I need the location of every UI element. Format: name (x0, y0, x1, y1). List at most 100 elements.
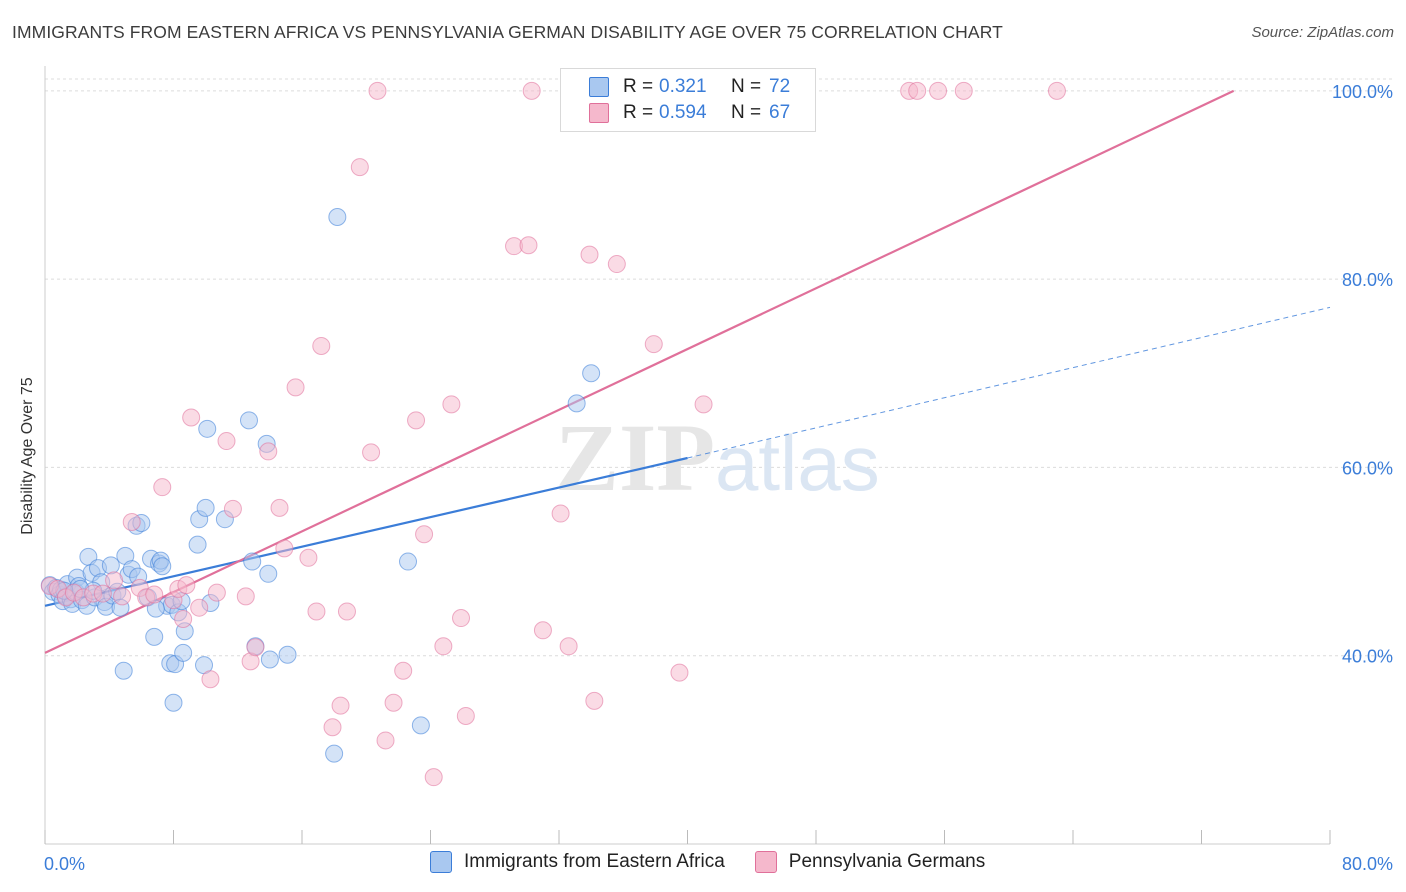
legend-r-value: 0.594 (659, 102, 707, 123)
point-pennsylvania-german (174, 609, 193, 628)
point-pennsylvania-german (929, 81, 948, 100)
series-legend-item-pennsylvania-germans: Pennsylvania Germans (754, 851, 986, 873)
point-pennsylvania-german (122, 513, 141, 532)
point-pennsylvania-german (350, 158, 369, 177)
point-pennsylvania-german (145, 585, 164, 604)
legend-n-label: N = (731, 76, 762, 97)
point-pennsylvania-german (394, 661, 413, 680)
point-eastern-africa (582, 364, 601, 383)
point-pennsylvania-german (182, 408, 201, 427)
point-pennsylvania-german (362, 443, 381, 462)
point-pennsylvania-german (299, 548, 318, 567)
point-pennsylvania-german (312, 336, 331, 355)
y-tick-label: 100.0% (1332, 82, 1393, 102)
point-pennsylvania-german (442, 395, 461, 414)
point-pennsylvania-german (270, 498, 289, 517)
chart-title: IMMIGRANTS FROM EASTERN AFRICA VS PENNSY… (12, 22, 1003, 42)
point-pennsylvania-german (105, 571, 124, 590)
grid-lines (45, 78, 1392, 657)
point-pennsylvania-german (153, 478, 172, 497)
point-pennsylvania-german (368, 81, 387, 100)
point-pennsylvania-german (407, 411, 426, 430)
series-label: Immigrants from Eastern Africa (464, 851, 725, 872)
point-pennsylvania-german (954, 81, 973, 100)
point-eastern-africa (164, 693, 183, 712)
point-pennsylvania-german (670, 663, 689, 682)
point-eastern-africa (145, 627, 164, 646)
point-pennsylvania-german (559, 637, 578, 656)
point-pennsylvania-german (580, 245, 599, 264)
point-pennsylvania-german (551, 504, 570, 523)
y-tick-label: 60.0% (1342, 458, 1393, 478)
point-eastern-africa (325, 744, 344, 763)
y-tick-label: 80.0% (1342, 270, 1393, 290)
point-pennsylvania-german (908, 81, 927, 100)
legend-row-blue: R = 0.321 N = 72 (561, 74, 790, 100)
x-tick-label: 80.0% (1342, 854, 1393, 874)
series-label: Pennsylvania Germans (788, 851, 986, 872)
point-eastern-africa (198, 419, 217, 438)
point-pennsylvania-german (452, 609, 471, 628)
point-eastern-africa (411, 716, 430, 735)
point-pennsylvania-german (236, 587, 255, 606)
point-eastern-africa (188, 535, 207, 554)
point-pennsylvania-german (217, 432, 236, 451)
series-legend-item-eastern-africa: Immigrants from Eastern Africa (430, 851, 725, 873)
point-pennsylvania-german (519, 236, 538, 255)
point-pennsylvania-german (522, 81, 541, 100)
point-eastern-africa (567, 394, 586, 413)
legend-swatch-blue (589, 77, 609, 97)
series-swatch-pink (754, 851, 777, 873)
point-pennsylvania-german (177, 576, 196, 595)
point-eastern-africa (328, 207, 347, 226)
point-pennsylvania-german (201, 670, 220, 689)
y-tick-label: 40.0% (1342, 647, 1393, 667)
point-eastern-africa (153, 557, 172, 576)
point-pennsylvania-german (275, 539, 294, 558)
point-pennsylvania-german (93, 584, 112, 603)
point-eastern-africa (239, 411, 258, 430)
point-pennsylvania-german (1047, 81, 1066, 100)
point-pennsylvania-german (113, 587, 132, 606)
point-eastern-africa (260, 650, 279, 669)
data-points (40, 81, 1066, 787)
point-pennsylvania-german (286, 378, 305, 397)
series-swatch-blue (430, 851, 452, 873)
legend-swatch-pink (589, 103, 609, 123)
chart-source: Source: ZipAtlas.com (1251, 24, 1394, 41)
point-pennsylvania-german (533, 621, 552, 640)
point-pennsylvania-german (384, 693, 403, 712)
point-pennsylvania-german (585, 691, 604, 710)
legend-r-label: R = (623, 102, 654, 123)
point-pennsylvania-german (434, 637, 453, 656)
axes (44, 66, 1331, 845)
point-pennsylvania-german (331, 696, 350, 715)
point-pennsylvania-german (190, 598, 209, 617)
legend-n-value: 72 (769, 76, 791, 97)
point-pennsylvania-german (644, 335, 663, 354)
point-pennsylvania-german (323, 718, 342, 737)
legend-row-pink: R = 0.594 N = 67 (561, 100, 790, 126)
point-pennsylvania-german (223, 499, 242, 518)
trend-line-eastern-africa (44, 456, 688, 607)
x-tick-label: 0.0% (44, 854, 85, 874)
point-eastern-africa (196, 498, 215, 517)
point-pennsylvania-german (307, 602, 326, 621)
point-pennsylvania-german (246, 638, 265, 657)
point-pennsylvania-german (456, 706, 475, 725)
point-eastern-africa (114, 661, 133, 680)
point-pennsylvania-german (207, 583, 226, 602)
point-pennsylvania-german (415, 525, 434, 544)
legend-r-label: R = (623, 76, 654, 97)
point-eastern-africa (174, 643, 193, 662)
point-pennsylvania-german (376, 731, 395, 750)
tick-labels: 40.0% 60.0% 80.0% 100.0% 0.0% 80.0% (44, 82, 1393, 874)
point-pennsylvania-german (424, 768, 443, 787)
trend-line-extension (687, 306, 1331, 459)
point-pennsylvania-german (694, 395, 713, 414)
point-pennsylvania-german (337, 602, 356, 621)
watermark-atlas: atlas (715, 419, 880, 507)
point-eastern-africa (101, 556, 120, 575)
legend-n-label: N = (731, 102, 762, 123)
